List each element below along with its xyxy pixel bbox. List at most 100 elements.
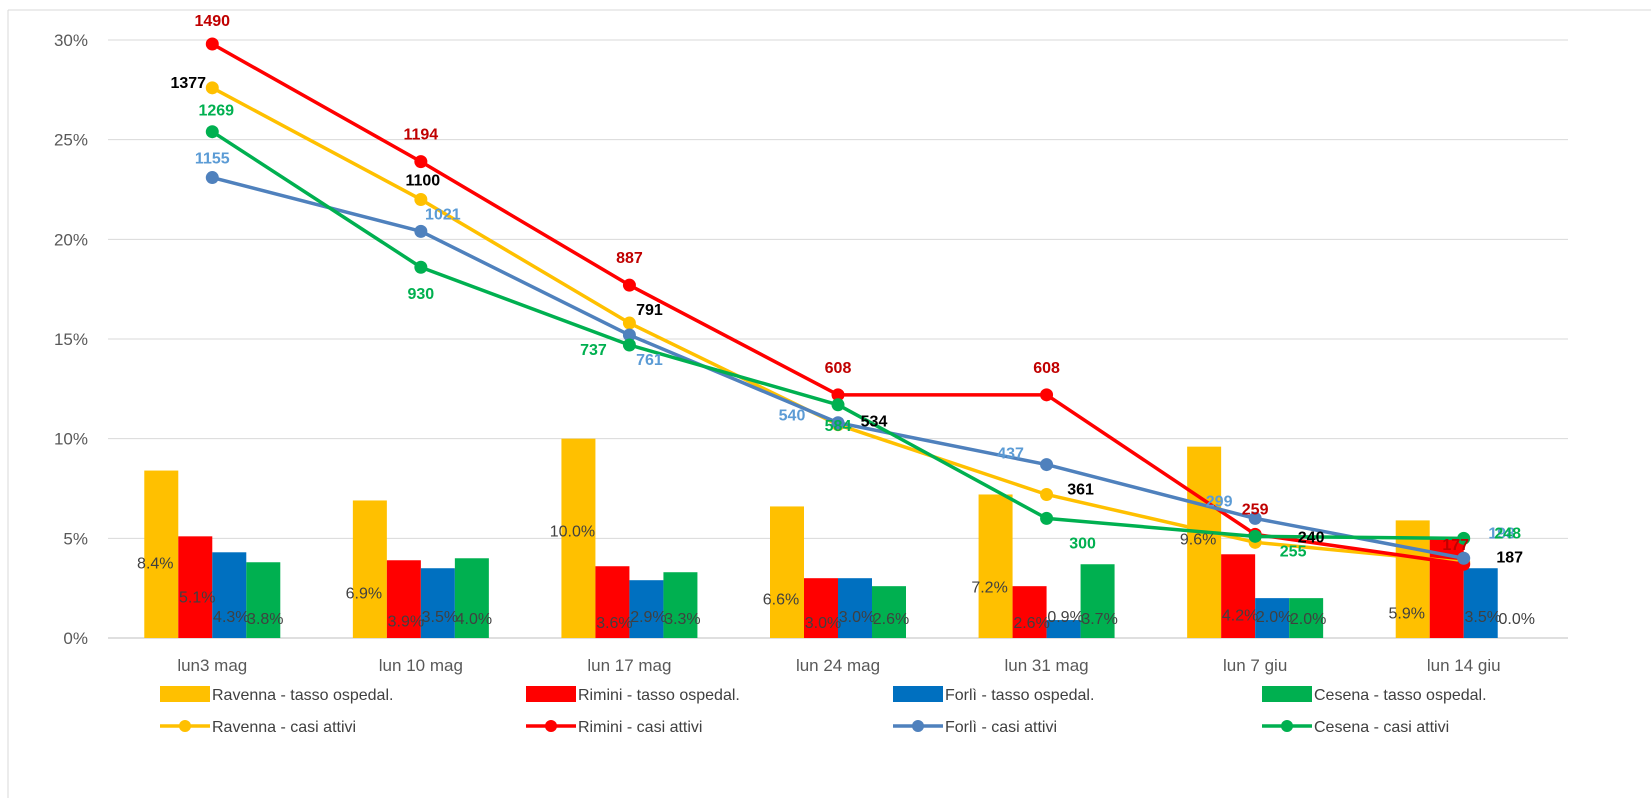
bar-data-label: 7.2% xyxy=(971,579,1007,596)
line-data-label: 259 xyxy=(1242,501,1269,518)
line-marker xyxy=(831,416,845,430)
bar xyxy=(1289,598,1324,638)
legend-label: Cesena - casi attivi xyxy=(1314,719,1449,736)
bar xyxy=(872,586,906,638)
legend-label: Rimini - casi attivi xyxy=(578,719,702,736)
legend-label: Cesena - tasso ospedal. xyxy=(1314,687,1487,704)
line-marker xyxy=(1457,531,1471,545)
bar xyxy=(838,578,872,638)
bar-data-label: 3.3% xyxy=(664,611,700,628)
bar-series-group xyxy=(144,438,1498,638)
bar-data-label: 10.0% xyxy=(550,524,595,541)
x-axis: lun3 mag lun 10 mag lun 17 mag lun 24 mag lu… xyxy=(177,656,1500,675)
bar xyxy=(454,558,489,638)
bar-data-label: 3.5% xyxy=(422,609,458,626)
line-data-label: 584 xyxy=(825,418,852,435)
y-tick-label: 5% xyxy=(63,529,88,548)
line-marker xyxy=(622,278,636,292)
bar-data-label: 3.5% xyxy=(1464,609,1500,626)
bar-data-label: 3.0% xyxy=(839,609,875,626)
line-data-label: 608 xyxy=(825,360,852,377)
line-data-label: 187 xyxy=(1496,549,1523,566)
line-marker xyxy=(1040,388,1054,402)
line-marker xyxy=(831,398,845,412)
bar xyxy=(595,566,630,638)
line-marker xyxy=(205,81,219,95)
legend-swatch xyxy=(893,686,943,702)
line-data-label: 299 xyxy=(1206,493,1233,510)
line-marker xyxy=(1040,458,1054,472)
line-marker xyxy=(414,192,428,206)
line-data-label: 300 xyxy=(1069,535,1096,552)
line-data-label: 198 xyxy=(1488,525,1515,542)
line-data-label: 761 xyxy=(636,352,663,369)
bar-data-label: 2.6% xyxy=(1013,615,1049,632)
line-marker xyxy=(414,155,428,169)
bar-data-label: 4.0% xyxy=(456,611,492,628)
bar xyxy=(1463,568,1498,638)
bar-data-label: 3.7% xyxy=(1081,611,1117,628)
legend: Ravenna - tasso ospedal. Rimini - tasso o… xyxy=(160,686,1487,736)
line-marker xyxy=(1457,551,1471,565)
legend-label: Forlì - casi attivi xyxy=(945,719,1057,736)
x-tick-label: lun 14 giu xyxy=(1427,656,1501,675)
line-data-label: 1490 xyxy=(194,13,230,30)
legend-marker xyxy=(179,720,191,732)
line-marker xyxy=(1040,487,1054,501)
bar xyxy=(770,506,804,638)
bar-data-label: 3.0% xyxy=(805,615,841,632)
y-tick-label: 25% xyxy=(54,131,88,150)
bar xyxy=(178,536,213,638)
line-marker xyxy=(205,125,219,139)
legend-label: Rimini - tasso ospedal. xyxy=(578,687,740,704)
bar-data-label: 0.9% xyxy=(1047,609,1083,626)
line-labels-group: 1377 1100 791 534 361 240 187 1490 1194 887 608 608… xyxy=(170,13,1523,566)
bar-data-label: 2.9% xyxy=(630,609,666,626)
bar-data-label: 9.6% xyxy=(1180,532,1216,549)
bar-data-label: 3.8% xyxy=(247,611,283,628)
bar xyxy=(212,552,247,638)
bar xyxy=(1255,598,1290,638)
legend-label: Forlì - tasso ospedal. xyxy=(945,687,1094,704)
bar-data-label: 0.0% xyxy=(1498,611,1534,628)
line-marker xyxy=(414,260,428,274)
line-data-label: 737 xyxy=(580,342,607,359)
line-data-label: 1155 xyxy=(195,151,230,168)
line-marker xyxy=(622,316,636,330)
x-tick-label: lun 10 mag xyxy=(379,656,463,675)
bar xyxy=(1187,446,1222,638)
line-marker xyxy=(414,224,428,238)
line-series-group xyxy=(205,37,1471,571)
line-marker xyxy=(1248,511,1262,525)
bar xyxy=(1395,520,1430,638)
bar xyxy=(663,572,698,638)
bar xyxy=(561,438,596,638)
line-marker xyxy=(1040,511,1054,525)
y-tick-label: 0% xyxy=(63,629,88,648)
bar-data-label: 6.6% xyxy=(763,591,799,608)
legend-swatch xyxy=(160,686,210,702)
line-data-label: 608 xyxy=(1033,360,1060,377)
bar-data-label: 2.6% xyxy=(873,611,909,628)
line-data-label: 1269 xyxy=(198,103,234,120)
bar-labels-group: 8.4% 6.9% 10.0% 6.6% 7.2% 9.6% 5.9% 5.1% 3.9% 3.6… xyxy=(137,524,1535,632)
line-data-label: 1021 xyxy=(425,206,461,223)
y-tick-label: 10% xyxy=(54,430,88,449)
x-tick-label: lun 24 mag xyxy=(796,656,880,675)
x-tick-label: lun 7 giu xyxy=(1223,656,1287,675)
line-data-label: 887 xyxy=(616,250,643,267)
line-data-label: 240 xyxy=(1298,529,1325,546)
bar xyxy=(804,578,838,638)
legend-label: Ravenna - tasso ospedal. xyxy=(212,687,393,704)
line-marker xyxy=(831,388,845,402)
line-marker xyxy=(622,328,636,342)
bar-data-label: 2.0% xyxy=(1290,611,1326,628)
y-tick-label: 20% xyxy=(54,230,88,249)
gridlines xyxy=(108,39,1568,639)
x-tick-label: lun3 mag xyxy=(177,656,247,675)
line-marker xyxy=(622,338,636,352)
bar-data-label: 8.4% xyxy=(137,556,173,573)
y-tick-label: 15% xyxy=(54,330,88,349)
